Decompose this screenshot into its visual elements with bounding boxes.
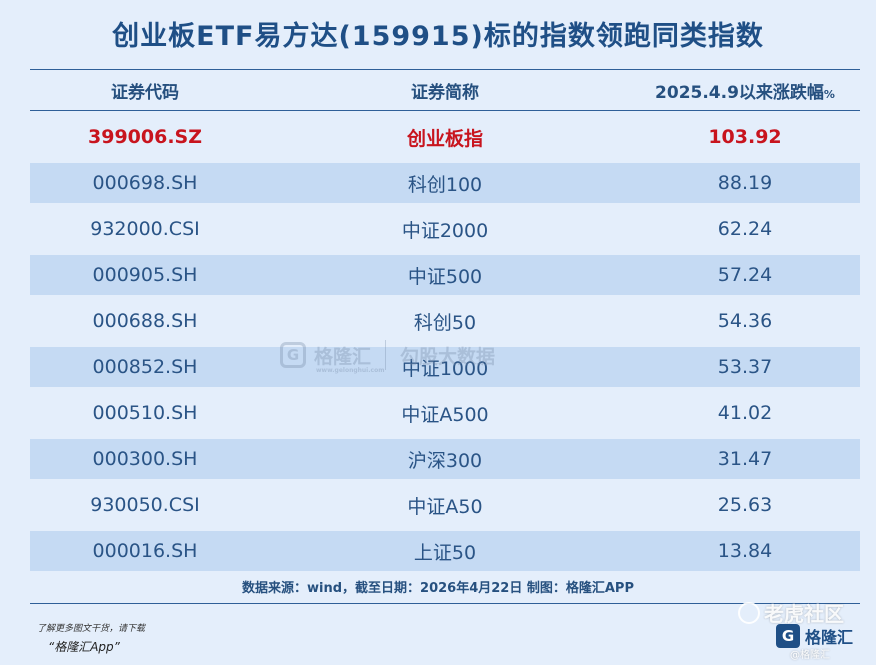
cell-code: 000688.SH — [92, 310, 198, 332]
cell-name: 中证1000 — [401, 357, 489, 380]
tiger-community-watermark: 老虎社区 — [738, 598, 844, 627]
promo-line-2: “格隆汇App” — [48, 640, 120, 654]
cell-code: 000300.SH — [92, 448, 198, 470]
header-change-label: 2025.4.9以来涨跌幅 — [655, 82, 824, 103]
table-row: 000510.SH 中证A500 41.02 — [30, 393, 860, 433]
table-row: 000852.SH 中证1000 53.37 — [30, 347, 860, 387]
cell-name: 中证500 — [407, 265, 483, 288]
cell-code: 930050.CSI — [90, 494, 200, 516]
cell-name: 中证A500 — [401, 403, 489, 426]
cell-value: 31.47 — [717, 448, 773, 470]
cell-code: 399006.SZ — [88, 126, 202, 148]
header-code: 证券代码 — [111, 82, 179, 103]
cell-code: 000852.SH — [92, 356, 198, 378]
header-change: 2025.4.9以来涨跌幅% — [630, 78, 860, 103]
cell-code: 932000.CSI — [90, 218, 200, 240]
table-header-rule — [30, 110, 860, 111]
cell-value: 54.36 — [717, 310, 773, 332]
cell-value: 13.84 — [717, 540, 773, 562]
table-row: 000016.SH 上证50 13.84 — [30, 531, 860, 571]
cell-code: 000016.SH — [92, 540, 198, 562]
table-row: 000905.SH 中证500 57.24 — [30, 255, 860, 295]
cell-name: 科创50 — [413, 311, 477, 334]
data-source-note: 数据来源：wind，截至日期：2026年4月22日 制图：格隆汇APP — [242, 581, 634, 596]
author-handle: @格隆汇 — [790, 650, 830, 661]
table-body: 399006.SZ 创业板指 103.92 000698.SH 科创100 88.19 93… — [30, 117, 860, 571]
cell-name: 中证A50 — [407, 495, 483, 518]
cell-value: 57.24 — [717, 264, 773, 286]
table-row: 932000.CSI 中证2000 62.24 — [30, 209, 860, 249]
cell-name: 上证50 — [413, 541, 477, 564]
tiger-community-label: 老虎社区 — [764, 602, 844, 626]
table-row: 000688.SH 科创50 54.36 — [30, 301, 860, 341]
cell-value: 25.63 — [717, 494, 773, 516]
cell-value: 103.92 — [708, 126, 782, 148]
table-row: 000300.SH 沪深300 31.47 — [30, 439, 860, 479]
cell-name: 沪深300 — [407, 449, 483, 472]
cell-name: 科创100 — [407, 173, 483, 196]
chart-title: 创业板ETF易方达(159915)标的指数领跑同类指数 — [112, 21, 764, 52]
footer-rule — [30, 603, 860, 604]
cell-value: 41.02 — [717, 402, 773, 424]
cell-code: 000905.SH — [92, 264, 198, 286]
cell-value: 62.24 — [717, 218, 773, 240]
cell-name: 创业板指 — [406, 127, 483, 150]
cell-name: 中证2000 — [401, 219, 489, 242]
brand-name: 格隆汇 — [805, 628, 854, 647]
header-name: 证券简称 — [411, 82, 479, 103]
cell-code: 000698.SH — [92, 172, 198, 194]
table-header: 证券代码 证券简称 2025.4.9以来涨跌幅% — [30, 70, 860, 110]
table-top-rule — [30, 69, 860, 70]
tiger-logo-icon — [738, 601, 760, 624]
brand-g-icon: G — [776, 624, 800, 648]
table-row: 930050.CSI 中证A50 25.63 — [30, 485, 860, 525]
cell-value: 88.19 — [717, 172, 773, 194]
table-row: 000698.SH 科创100 88.19 — [30, 163, 860, 203]
table-row: 399006.SZ 创业板指 103.92 — [30, 117, 860, 157]
promo-line-1: 了解更多图文干货，请下载 — [37, 624, 146, 634]
header-change-unit: % — [823, 87, 835, 101]
index-table: 证券代码 证券简称 2025.4.9以来涨跌幅% 399006.SZ 创业板指 10… — [30, 69, 860, 571]
cell-code: 000510.SH — [92, 402, 198, 424]
brand-logo: G 格隆汇 — [776, 624, 853, 648]
cell-value: 53.37 — [717, 356, 773, 378]
